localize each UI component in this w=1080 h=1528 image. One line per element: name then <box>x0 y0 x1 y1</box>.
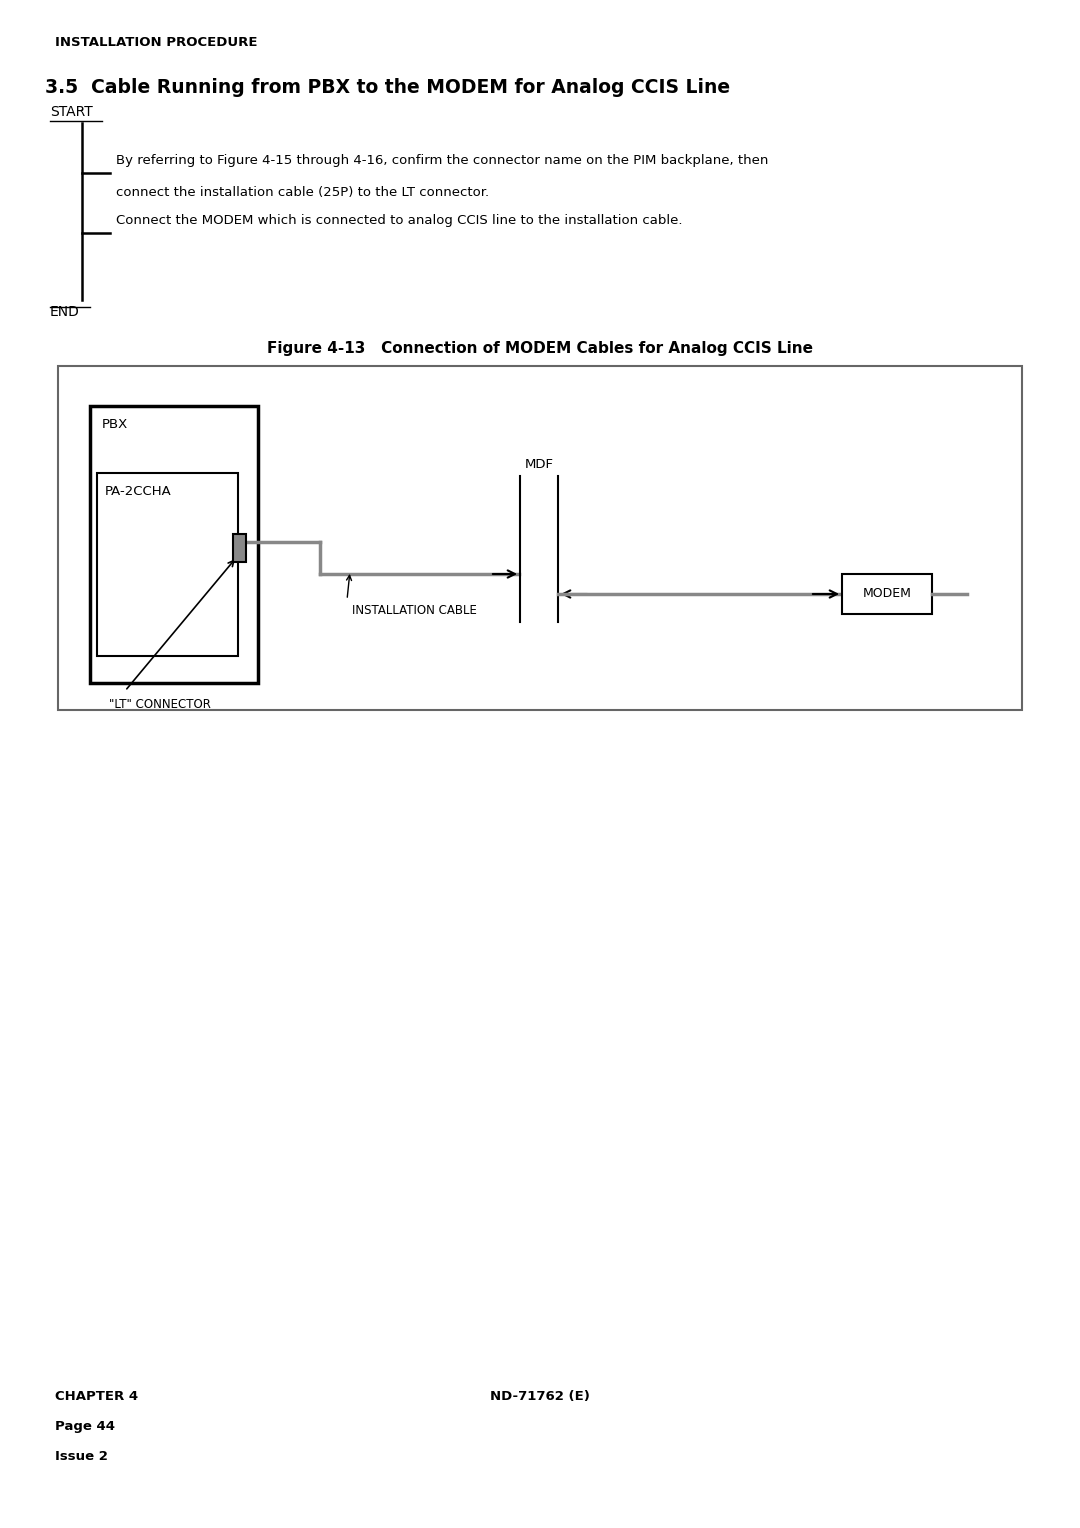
Text: MODEM: MODEM <box>863 587 912 601</box>
Text: connect the installation cable (25P) to the LT connector.: connect the installation cable (25P) to … <box>116 186 489 199</box>
Bar <box>233 533 246 562</box>
Text: "LT" CONNECTOR: "LT" CONNECTOR <box>109 698 211 711</box>
Text: Connect the MODEM which is connected to analog CCIS line to the installation cab: Connect the MODEM which is connected to … <box>116 214 683 228</box>
Text: END: END <box>50 306 80 319</box>
Text: INSTALLATION PROCEDURE: INSTALLATION PROCEDURE <box>55 37 257 49</box>
Text: PBX: PBX <box>102 419 129 431</box>
Text: Page 44: Page 44 <box>55 1420 114 1433</box>
Bar <box>58 367 1022 711</box>
Bar <box>842 575 932 614</box>
Text: By referring to Figure 4-15 through 4-16, confirm the connector name on the PIM : By referring to Figure 4-15 through 4-16… <box>116 154 768 167</box>
Bar <box>97 474 238 656</box>
Text: PA-2CCHA: PA-2CCHA <box>105 484 172 498</box>
Bar <box>90 406 258 683</box>
Text: START: START <box>50 105 93 119</box>
Text: ND-71762 (E): ND-71762 (E) <box>490 1390 590 1403</box>
Text: INSTALLATION CABLE: INSTALLATION CABLE <box>352 604 477 617</box>
Text: Figure 4-13   Connection of MODEM Cables for Analog CCIS Line: Figure 4-13 Connection of MODEM Cables f… <box>267 341 813 356</box>
Text: CHAPTER 4: CHAPTER 4 <box>55 1390 138 1403</box>
Text: MDF: MDF <box>525 458 554 471</box>
Text: 3.5  Cable Running from PBX to the MODEM for Analog CCIS Line: 3.5 Cable Running from PBX to the MODEM … <box>45 78 730 96</box>
Text: Issue 2: Issue 2 <box>55 1450 108 1462</box>
